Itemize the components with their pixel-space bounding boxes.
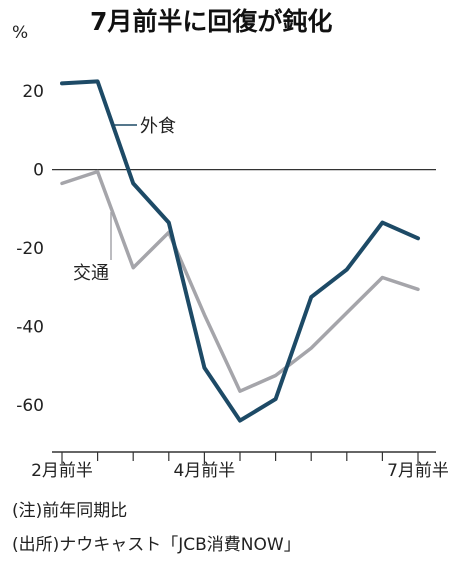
footnote-source: (出所)ナウキャスト「JCB消費NOW」: [12, 535, 301, 555]
y-tick-label: 0: [33, 161, 44, 181]
series-layer: [60, 79, 420, 423]
series-line-dining: [60, 79, 420, 423]
x-tick-label: 4月前半: [173, 461, 235, 481]
chart-title: 7月前半に回復が鈍化: [90, 7, 332, 36]
y-tick-label: -40: [16, 318, 44, 338]
footnote-note: (注)前年同期比: [12, 501, 128, 521]
series-label-dining: 外食: [140, 116, 176, 137]
x-axis-ticks: 2月前半 4月前半 7月前半: [31, 452, 449, 481]
y-tick-label: 20: [22, 82, 44, 102]
series-line-transport: [60, 169, 420, 393]
y-unit-label: %: [12, 23, 28, 43]
x-tick-label: 7月前半: [387, 461, 449, 481]
x-tick-label: 2月前半: [31, 461, 93, 481]
y-tick-label: -20: [16, 239, 44, 259]
y-axis-ticks: 20 0 -20 -40 -60: [16, 82, 44, 416]
series-label-transport: 交通: [73, 263, 109, 284]
y-tick-label: -60: [16, 396, 44, 416]
